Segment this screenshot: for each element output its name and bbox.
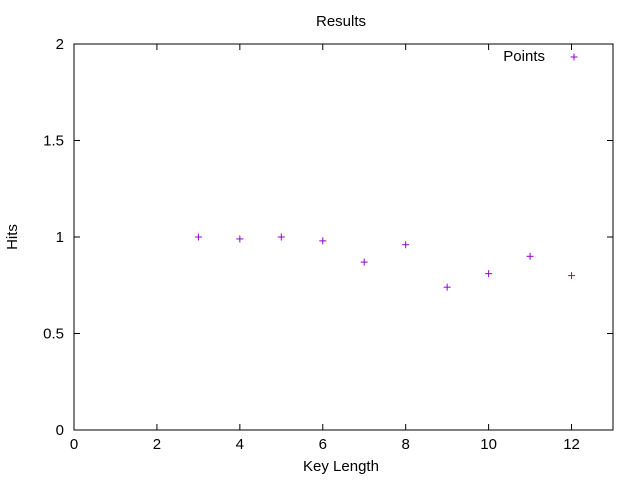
data-point: [360, 258, 368, 266]
y-tick-label: 0.5: [43, 326, 64, 343]
data-point: [402, 241, 410, 249]
x-axis-label: Key Length: [303, 458, 379, 475]
x-tick-label: 2: [153, 436, 161, 453]
data-point: [526, 252, 534, 260]
x-tick-label: 6: [319, 436, 327, 453]
x-axis-tick-labels: 0 2 4 6 8 10 12: [70, 436, 580, 453]
legend-marker: [570, 53, 578, 61]
data-point: [319, 237, 327, 245]
x-tick-label: 10: [480, 436, 497, 453]
y-tick-label: 0: [56, 422, 64, 439]
axis-ticks: [73, 43, 613, 431]
data-point: [568, 272, 576, 280]
data-point: [194, 233, 202, 241]
data-point: [485, 270, 493, 278]
y-axis-label: Hits: [4, 224, 21, 250]
legend: Points: [503, 48, 578, 65]
x-tick-label: 8: [402, 436, 410, 453]
legend-label: Points: [503, 48, 545, 65]
y-tick-label: 1: [56, 229, 64, 246]
x-tick-label: 0: [70, 436, 78, 453]
data-point: [236, 235, 244, 243]
plot-frame: [73, 43, 614, 431]
x-tick-label: 12: [563, 436, 580, 453]
data-point: [277, 233, 285, 241]
chart-title: Results: [316, 13, 366, 30]
y-axis-tick-labels: 0 0.5 1 1.5 2: [43, 36, 64, 439]
data-point: [443, 283, 451, 291]
x-tick-label: 4: [236, 436, 244, 453]
data-points: [194, 233, 576, 291]
y-tick-label: 1.5: [43, 133, 64, 150]
y-tick-label: 2: [56, 36, 64, 53]
legend-marker-plus: [570, 53, 578, 61]
